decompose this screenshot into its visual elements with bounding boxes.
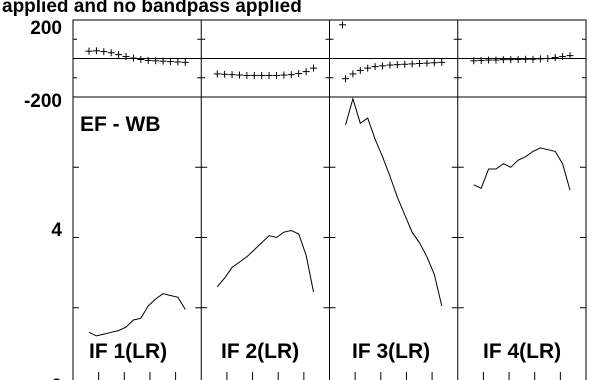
phase-outlier-if3 — [339, 21, 346, 29]
phase-point-if2 — [221, 70, 229, 78]
panel-label-if2: IF 2(LR) — [221, 340, 299, 363]
phase-point-if3 — [364, 64, 372, 72]
chart-title-fragment: applied and no bandpass applied — [2, 0, 302, 17]
phase-point-if4 — [566, 52, 574, 60]
phase-point-if4 — [507, 56, 515, 64]
phase-point-if3 — [423, 59, 431, 67]
phase-point-if1 — [144, 56, 152, 64]
phase-point-if3 — [356, 66, 364, 74]
phase-point-if4 — [470, 57, 478, 65]
phase-point-if2 — [213, 70, 221, 78]
phase-point-if1 — [85, 47, 93, 55]
phase-point-if2 — [228, 71, 236, 79]
axis-ticks — [73, 38, 586, 380]
phase-point-if1 — [107, 49, 115, 57]
phase-point-if4 — [559, 53, 567, 61]
phase-point-if1 — [159, 57, 167, 65]
phase-point-if2 — [235, 71, 243, 79]
phase-point-if3 — [371, 63, 379, 71]
phase-tick-top: 200 — [30, 18, 62, 39]
baseline-label: EF - WB — [80, 113, 160, 136]
phase-point-if1 — [115, 51, 123, 59]
amplitude-line-if2 — [216, 229, 314, 292]
phase-point-if4 — [514, 55, 522, 63]
phase-point-if2 — [310, 64, 317, 72]
amplitude-line-if4 — [473, 147, 571, 191]
phase-point-if2 — [280, 71, 288, 79]
phase-point-if2 — [272, 71, 280, 79]
phase-point-if3 — [416, 60, 424, 68]
phase-point-if3 — [349, 70, 357, 78]
phase-point-if4 — [536, 55, 544, 63]
phase-point-if4 — [485, 56, 493, 64]
phase-point-if4 — [477, 56, 485, 64]
amplitude-line-if3 — [345, 97, 443, 307]
phase-point-if3 — [401, 60, 409, 68]
phase-point-if4 — [522, 55, 530, 63]
phase-point-if4 — [551, 54, 559, 62]
phase-point-if2 — [243, 71, 251, 79]
amplitude-line-if1 — [88, 293, 186, 337]
phase-point-if3 — [408, 60, 416, 68]
phase-point-if2 — [265, 71, 273, 79]
phase-point-if1 — [174, 58, 182, 66]
panel-frames — [72, 19, 587, 380]
phase-point-if1 — [92, 47, 100, 55]
phase-point-if1 — [137, 55, 145, 63]
panel-label-if1: IF 1(LR) — [89, 340, 167, 363]
phase-point-if2 — [258, 71, 266, 79]
phase-point-if2 — [250, 71, 258, 79]
phase-point-if1 — [129, 54, 137, 62]
phase-point-if3 — [386, 61, 394, 69]
phase-point-if4 — [544, 55, 552, 62]
phase-point-if1 — [122, 53, 130, 61]
amplitude-lines — [88, 97, 571, 337]
phase-point-if4 — [492, 56, 500, 64]
phase-point-if2 — [302, 68, 310, 76]
phase-point-if4 — [529, 55, 537, 63]
phase-points — [85, 21, 574, 83]
phase-point-if3 — [342, 75, 349, 83]
phase-point-if4 — [499, 56, 507, 64]
panel-label-if4: IF 4(LR) — [483, 340, 561, 363]
phase-point-if1 — [152, 57, 160, 65]
phase-point-if2 — [287, 71, 295, 79]
phase-point-if1 — [100, 48, 108, 56]
phase-point-if1 — [181, 58, 189, 66]
phase-point-if3 — [438, 58, 446, 66]
phase-tick-bottom: -200 — [24, 91, 62, 112]
phase-point-if1 — [166, 58, 174, 66]
phase-point-if3 — [430, 59, 438, 67]
amp-tick-mid: 4 — [51, 220, 62, 241]
phase-point-if3 — [393, 61, 401, 69]
panel-label-if3: IF 3(LR) — [352, 340, 430, 363]
phase-point-if2 — [295, 70, 303, 78]
amp-tick-bottom: 0 — [51, 376, 62, 380]
phase-point-if3 — [379, 62, 387, 70]
